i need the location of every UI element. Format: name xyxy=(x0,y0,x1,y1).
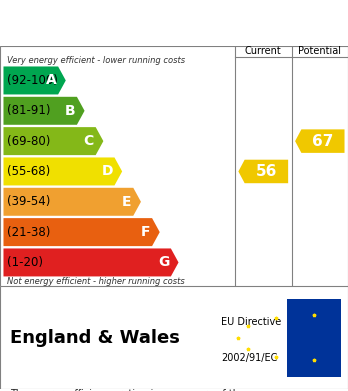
Text: D: D xyxy=(101,165,113,178)
Text: Very energy efficient - lower running costs: Very energy efficient - lower running co… xyxy=(7,56,185,66)
Text: England & Wales: England & Wales xyxy=(10,328,180,347)
Text: (21-38): (21-38) xyxy=(7,226,50,239)
Text: EU Directive: EU Directive xyxy=(221,317,281,327)
Polygon shape xyxy=(295,129,345,153)
Text: 67: 67 xyxy=(312,134,334,149)
Text: (39-54): (39-54) xyxy=(7,195,50,208)
Text: (92-100): (92-100) xyxy=(7,74,58,87)
Text: F: F xyxy=(141,225,150,239)
Text: 56: 56 xyxy=(256,164,277,179)
Polygon shape xyxy=(3,66,66,95)
Text: 2002/91/EC: 2002/91/EC xyxy=(221,353,277,363)
Polygon shape xyxy=(3,218,160,246)
Polygon shape xyxy=(3,188,141,216)
Polygon shape xyxy=(3,97,85,125)
Polygon shape xyxy=(3,248,179,276)
FancyBboxPatch shape xyxy=(287,299,341,377)
Text: A: A xyxy=(46,74,56,88)
Text: C: C xyxy=(84,134,94,148)
Polygon shape xyxy=(238,160,288,183)
Text: (81-91): (81-91) xyxy=(7,104,50,117)
Text: (69-80): (69-80) xyxy=(7,135,50,148)
Text: B: B xyxy=(64,104,75,118)
Text: Not energy efficient - higher running costs: Not energy efficient - higher running co… xyxy=(7,277,185,287)
Text: E: E xyxy=(122,195,132,209)
Text: (55-68): (55-68) xyxy=(7,165,50,178)
Text: (1-20): (1-20) xyxy=(7,256,43,269)
Text: The energy efficiency rating is a measure of the
overall efficiency of a home. T: The energy efficiency rating is a measur… xyxy=(10,389,256,391)
Text: Current: Current xyxy=(245,47,282,56)
Text: Potential: Potential xyxy=(298,47,341,56)
Polygon shape xyxy=(3,127,103,155)
Polygon shape xyxy=(3,158,122,185)
Text: Energy Efficiency Rating: Energy Efficiency Rating xyxy=(10,18,220,32)
Text: G: G xyxy=(158,255,169,269)
